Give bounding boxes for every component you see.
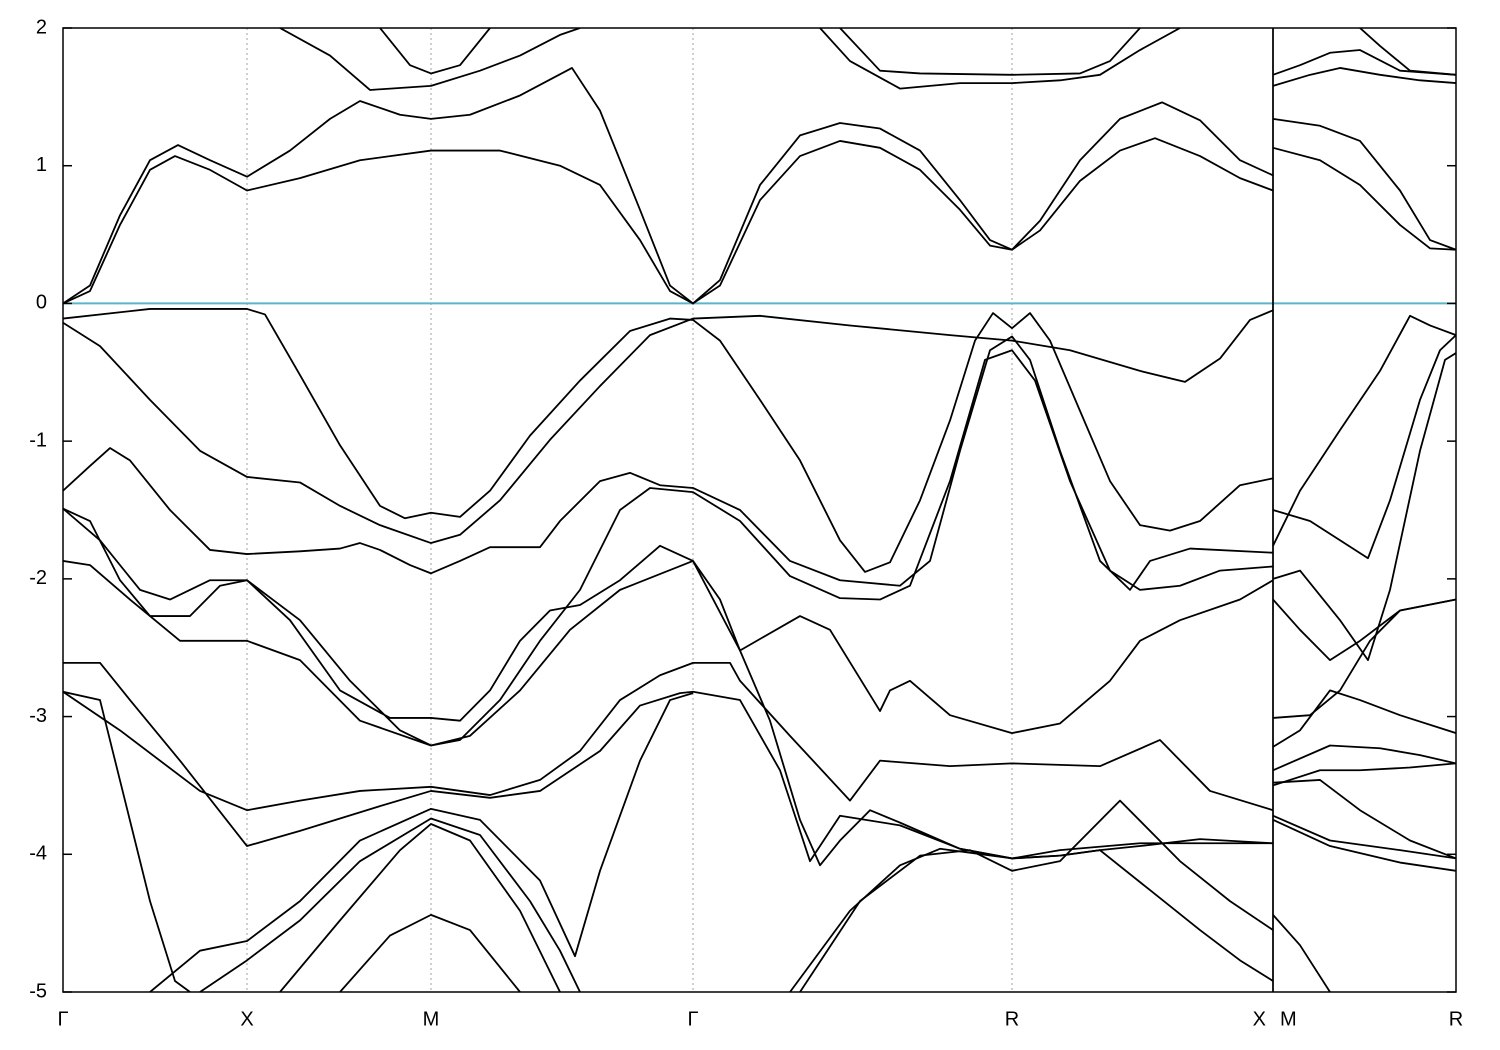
band	[149, 692, 694, 992]
x-tick-label: Γ	[687, 1008, 698, 1030]
band	[1272, 67, 1456, 87]
band	[839, 28, 1141, 76]
x-tick-label: R	[1449, 1008, 1463, 1030]
x-tick-label: R	[1005, 1008, 1019, 1030]
band	[199, 817, 581, 992]
y-tick-label: 0	[36, 292, 47, 314]
band	[1272, 146, 1456, 251]
y-tick-label: -1	[29, 429, 47, 451]
band	[1272, 819, 1456, 872]
band	[63, 507, 1274, 734]
band	[63, 335, 1274, 591]
y-tick-label: -5	[29, 980, 47, 1002]
band	[789, 847, 1274, 992]
band	[1272, 334, 1456, 560]
bands	[63, 28, 1456, 992]
band	[63, 309, 1274, 544]
band	[1272, 117, 1456, 251]
band	[63, 690, 191, 992]
band	[63, 67, 1274, 305]
x-tick-label: M	[1280, 1008, 1297, 1030]
band	[1272, 744, 1456, 772]
y-tick-label: 1	[36, 154, 47, 176]
x-tick-label: M	[423, 1008, 440, 1030]
y-tick-label: -2	[29, 567, 47, 589]
x-tick-label: X	[1253, 1008, 1266, 1030]
y-tick-label: -4	[29, 843, 47, 865]
x-tick-label: X	[240, 1008, 253, 1030]
y-tick-label: -3	[29, 705, 47, 727]
band	[63, 349, 1274, 747]
band	[279, 823, 561, 992]
band	[1272, 689, 1456, 748]
band	[799, 799, 1274, 992]
plot-frame	[62, 27, 1457, 993]
band	[63, 560, 694, 747]
band	[63, 137, 1274, 305]
y-tick-label: 2	[36, 16, 47, 38]
band	[1272, 598, 1456, 719]
grid	[246, 28, 1013, 992]
band	[1272, 914, 1331, 992]
band	[63, 661, 1274, 812]
band	[63, 308, 1274, 573]
band	[279, 28, 581, 91]
x-tick-label: Γ	[57, 1008, 68, 1030]
band	[1272, 779, 1456, 860]
band	[63, 661, 1274, 863]
band	[1272, 314, 1456, 547]
band	[339, 913, 521, 992]
band	[1359, 28, 1456, 76]
band	[819, 28, 1181, 90]
band	[1272, 352, 1456, 662]
band	[379, 28, 491, 75]
band	[1272, 49, 1456, 76]
band	[692, 560, 1273, 867]
band	[1272, 814, 1456, 860]
band	[1272, 762, 1456, 787]
